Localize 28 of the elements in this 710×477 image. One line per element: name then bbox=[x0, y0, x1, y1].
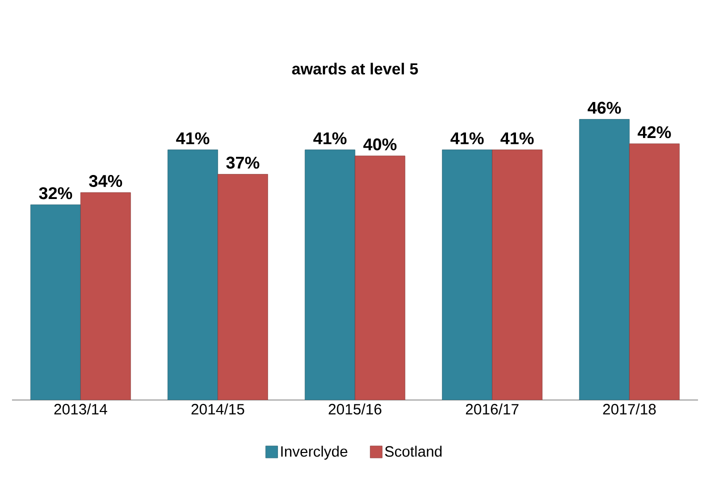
bar bbox=[218, 174, 268, 400]
data-label: 41% bbox=[500, 132, 534, 144]
legend-label: Inverclyde bbox=[281, 446, 348, 460]
data-label: 40% bbox=[363, 138, 396, 150]
data-label: 46% bbox=[588, 102, 621, 114]
data-label: 32% bbox=[39, 187, 72, 200]
bar bbox=[354, 156, 406, 400]
bar bbox=[304, 150, 356, 400]
bar bbox=[492, 150, 542, 400]
bar bbox=[80, 192, 131, 400]
x-tick-label: 2016/17 bbox=[466, 404, 518, 414]
data-label: 41% bbox=[176, 132, 210, 144]
data-label: 41% bbox=[313, 132, 346, 144]
chart-title: awards at level 5 bbox=[292, 62, 418, 75]
bar bbox=[629, 144, 680, 400]
bar bbox=[168, 150, 218, 400]
x-tick-label: 2014/15 bbox=[192, 404, 244, 414]
bar bbox=[442, 150, 492, 400]
data-label: 41% bbox=[450, 132, 484, 144]
legend-label: Scotland bbox=[385, 446, 442, 457]
bar bbox=[30, 204, 81, 400]
x-tick-label: 2017/18 bbox=[603, 404, 656, 414]
data-label: 42% bbox=[638, 126, 671, 138]
bar bbox=[579, 119, 630, 400]
data-label: 34% bbox=[89, 174, 122, 188]
data-label: 37% bbox=[226, 156, 260, 169]
x-tick-label: 2013/14 bbox=[54, 404, 108, 414]
x-tick-label: 2015/16 bbox=[328, 404, 382, 414]
